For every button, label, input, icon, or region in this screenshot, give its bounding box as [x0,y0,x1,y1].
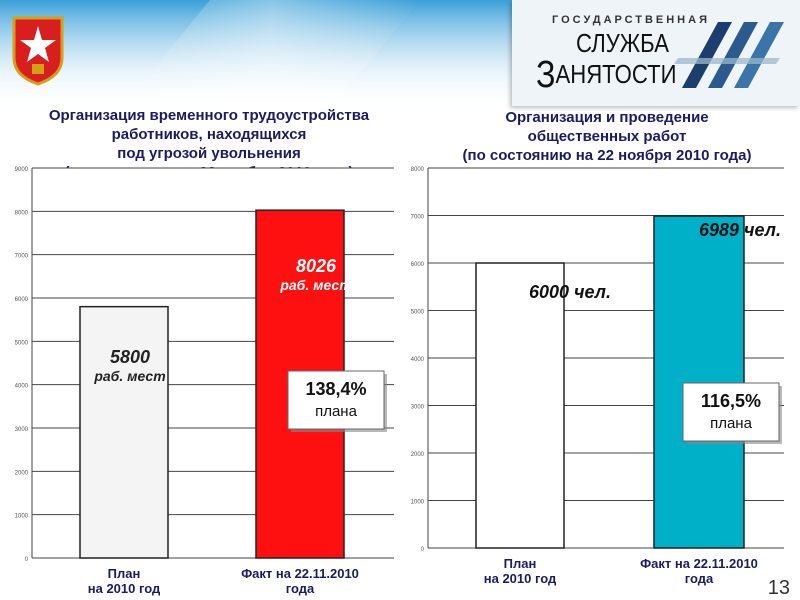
chart1-title-line4: (по состоянию на 22 ноября 2010 года) [64,164,354,181]
chart2-title: Организация и проведение общественных ра… [430,108,784,165]
page-number: 13 [767,577,790,599]
chart1-title-line3: под угрозой увольнения [117,145,301,162]
logo-rest: АНЯТОСТИ [555,59,677,89]
chart2-title-line3: (по состоянию на 22 ноября 2010 года) [462,147,752,164]
chart1-title-line2: работников, находящихся [111,126,307,143]
logo-text-line2: СЛУЖБА [576,28,669,58]
emblem [12,16,64,86]
logo-panel [512,0,800,106]
chart2-title-line2: общественных работ [527,128,687,145]
chart2-title-line1: Организация и проведение [505,109,709,126]
chart1-title-line1: Организация временного трудоустройства [48,107,370,124]
logo-initial: З [536,54,556,96]
logo-mark-icon [674,22,784,88]
logo-text-line3: ЗАНЯТОСТИ [536,54,676,97]
logo-text-line1: ГОСУДАРСТВЕННАЯ [552,14,710,26]
chart1-title: Организация временного трудоустройства р… [20,106,398,182]
